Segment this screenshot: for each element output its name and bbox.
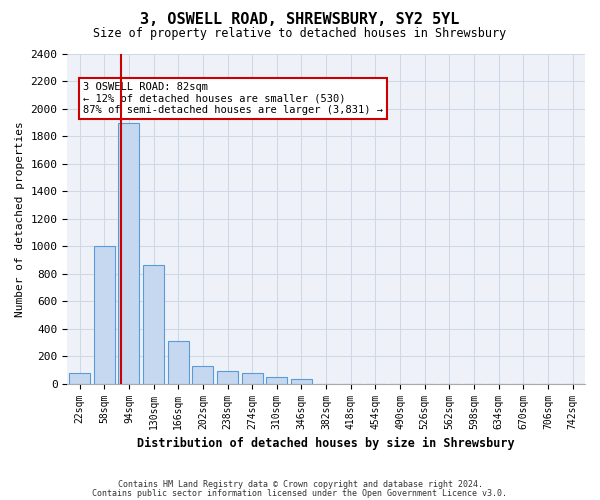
Bar xyxy=(168,341,188,384)
Bar xyxy=(266,376,287,384)
Bar xyxy=(143,266,164,384)
Bar xyxy=(193,366,214,384)
X-axis label: Distribution of detached houses by size in Shrewsbury: Distribution of detached houses by size … xyxy=(137,437,515,450)
Text: 3 OSWELL ROAD: 82sqm
← 12% of detached houses are smaller (530)
87% of semi-deta: 3 OSWELL ROAD: 82sqm ← 12% of detached h… xyxy=(83,82,383,115)
Text: Size of property relative to detached houses in Shrewsbury: Size of property relative to detached ho… xyxy=(94,28,506,40)
Text: Contains public sector information licensed under the Open Government Licence v3: Contains public sector information licen… xyxy=(92,488,508,498)
Bar xyxy=(291,380,312,384)
Bar xyxy=(242,374,263,384)
Bar xyxy=(118,122,139,384)
Bar xyxy=(94,246,115,384)
Bar xyxy=(217,371,238,384)
Y-axis label: Number of detached properties: Number of detached properties xyxy=(15,121,25,316)
Text: 3, OSWELL ROAD, SHREWSBURY, SY2 5YL: 3, OSWELL ROAD, SHREWSBURY, SY2 5YL xyxy=(140,12,460,28)
Text: Contains HM Land Registry data © Crown copyright and database right 2024.: Contains HM Land Registry data © Crown c… xyxy=(118,480,482,489)
Bar xyxy=(69,372,90,384)
